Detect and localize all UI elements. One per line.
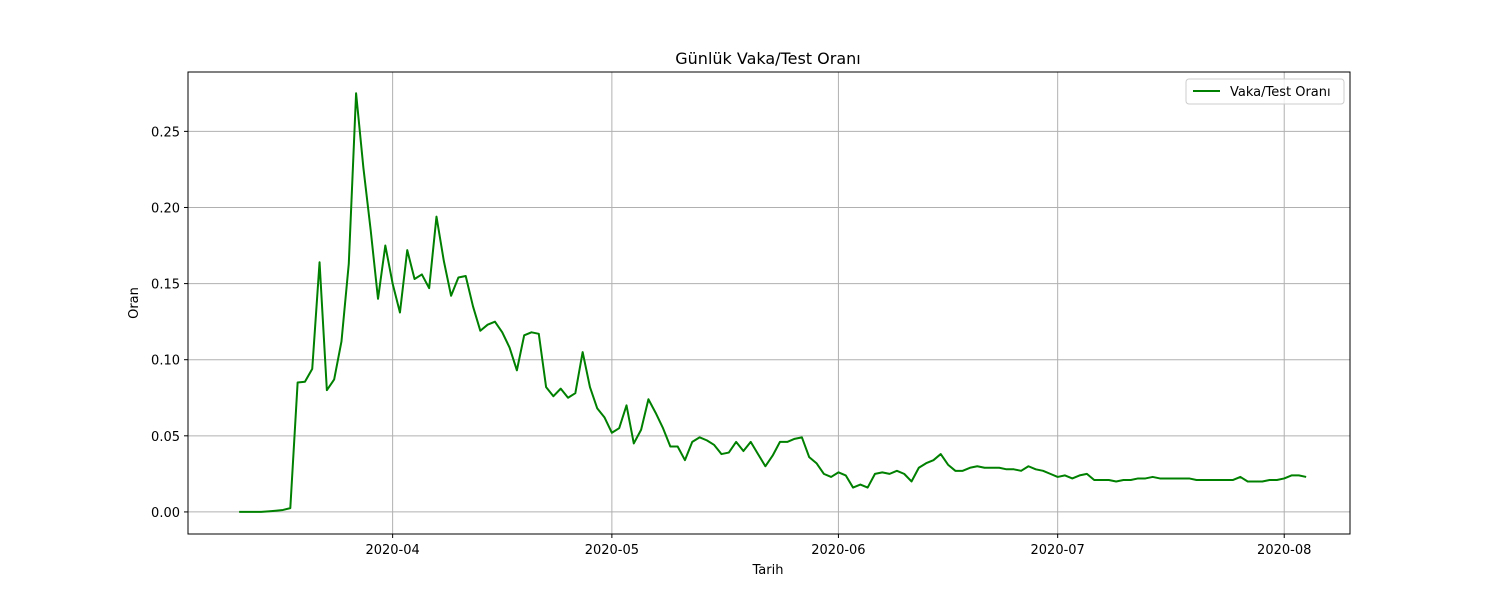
x-tick-label: 2020-06 [811,543,865,558]
y-tick-label: 0.25 [151,125,180,140]
grid [188,72,1350,534]
y-tick-label: 0.05 [151,430,180,445]
x-tick-label: 2020-08 [1257,543,1311,558]
legend: Vaka/Test Oranı [1185,78,1345,105]
x-tick-label: 2020-04 [365,543,419,558]
chart-title: Günlük Vaka/Test Oranı [675,49,860,68]
legend-label: Vaka/Test Oranı [1230,85,1331,100]
x-axis-title: Tarih [752,563,784,578]
legend-box [1185,78,1345,105]
x-axis: 2020-04 2020-05 2020-06 2020-07 2020-08 [365,534,1311,558]
plot-frame [187,71,1351,535]
x-tick-label: 2020-07 [1031,543,1085,558]
y-tick-label: 0.20 [151,201,180,216]
y-tick-label: 0.15 [151,278,180,293]
series-line [239,92,1307,513]
y-axis-title: Oran [127,287,142,319]
y-tick-label: 0.00 [151,506,180,521]
y-tick-label: 0.10 [151,354,180,369]
series-layer [239,92,1307,513]
x-tick-label: 2020-05 [585,543,639,558]
y-axis: 0.00 0.05 0.10 0.15 0.20 0.25 [151,125,188,521]
